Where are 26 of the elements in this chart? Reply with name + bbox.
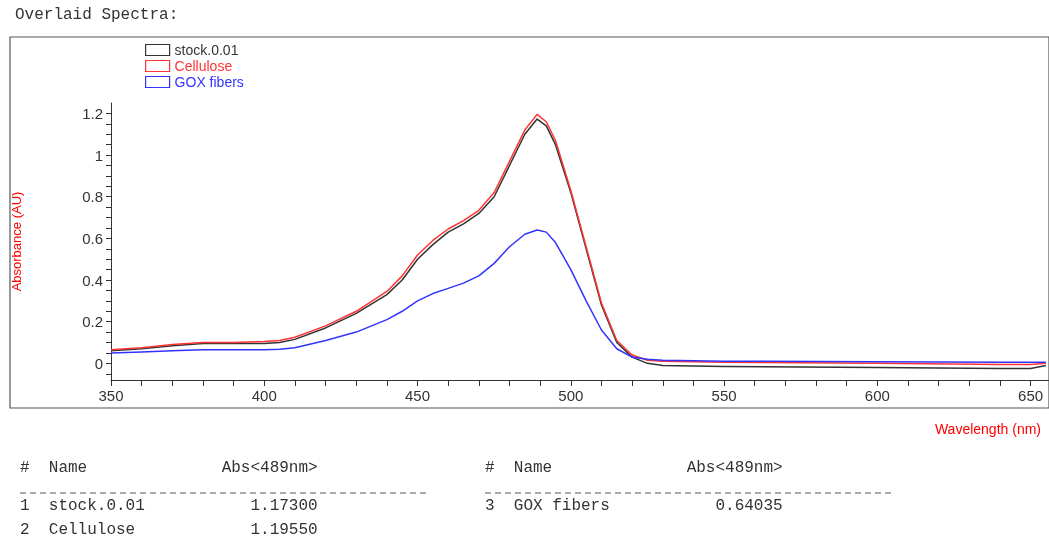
chart-title: Overlaid Spectra: xyxy=(15,6,179,24)
text: 2 Cellulose 1.19550 xyxy=(20,521,318,539)
x-tick-label: 500 xyxy=(558,387,584,404)
x-tick-label: 450 xyxy=(405,387,431,404)
y-tick-label: 0.4 xyxy=(82,271,103,289)
x-tick-label: 550 xyxy=(711,387,737,404)
y-tick-label: 1.2 xyxy=(82,104,103,122)
x-tick-label: 400 xyxy=(251,387,277,404)
y-tick-label: 0.8 xyxy=(82,188,103,206)
y-tick-label: 0.6 xyxy=(82,229,103,247)
legend-label: stock.0.01 xyxy=(174,42,239,58)
y-axis-title: Absorbance (AU) xyxy=(9,191,24,292)
text: # Name Abs<489nm> xyxy=(20,459,318,477)
text: 3 GOX fibers 0.64035 xyxy=(485,497,783,515)
x-axis-title: Wavelength (nm) xyxy=(934,421,1041,437)
y-tick-label: 0 xyxy=(94,354,103,372)
y-tick-label: 0.2 xyxy=(82,313,103,331)
legend-label: Cellulose xyxy=(174,58,233,74)
text: 1 stock.0.01 1.17300 xyxy=(20,497,318,515)
x-tick-label: 650 xyxy=(1018,387,1044,404)
x-tick-label: 350 xyxy=(98,387,124,404)
x-tick-label: 600 xyxy=(864,387,890,404)
line-series xyxy=(110,229,1047,364)
text: # Name Abs<489nm> xyxy=(485,459,783,477)
legend-label: GOX fibers xyxy=(174,74,244,90)
y-tick-label: 1 xyxy=(94,146,103,164)
